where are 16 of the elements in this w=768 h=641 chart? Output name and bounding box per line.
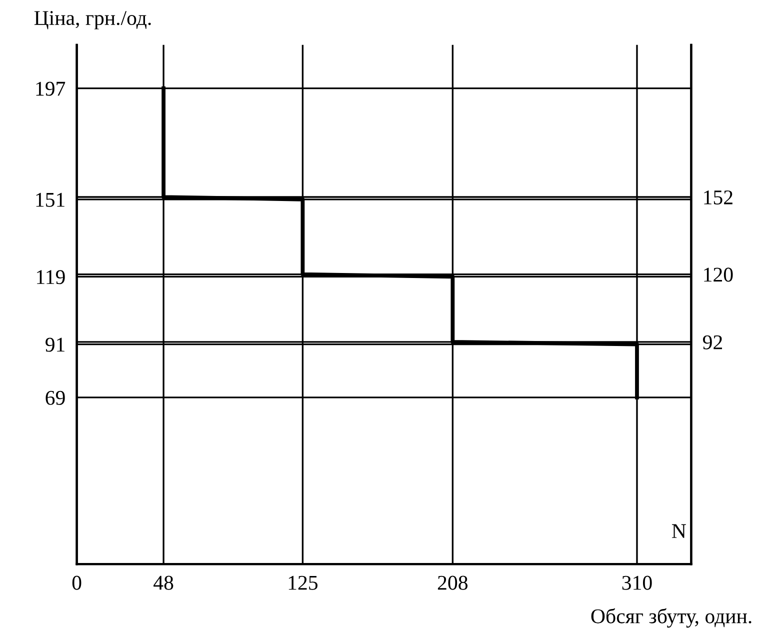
- annotation: N: [672, 524, 686, 538]
- y-tick-label: 69: [46, 390, 65, 405]
- y2-tick-label: 92: [702, 335, 722, 350]
- x-tick-label: 208: [438, 576, 468, 590]
- y-tick-label: 151: [36, 192, 64, 207]
- y2-tick-label: 152: [704, 190, 732, 204]
- y-tick-label: 119: [37, 270, 65, 284]
- x-tick-label: 310: [622, 576, 652, 590]
- x-axis-title: Обсяг збуту, один.: [591, 608, 752, 628]
- y2-tick-label: 120: [704, 268, 733, 282]
- y-tick-label: 91: [46, 338, 64, 352]
- x-tick-label: 48: [154, 576, 174, 590]
- y-axis-title: Ціна, грн./од.: [34, 11, 151, 30]
- x-tick-label: 125: [288, 576, 318, 590]
- x-tick-label: 0: [72, 576, 82, 590]
- y-tick-label: 197: [36, 82, 66, 96]
